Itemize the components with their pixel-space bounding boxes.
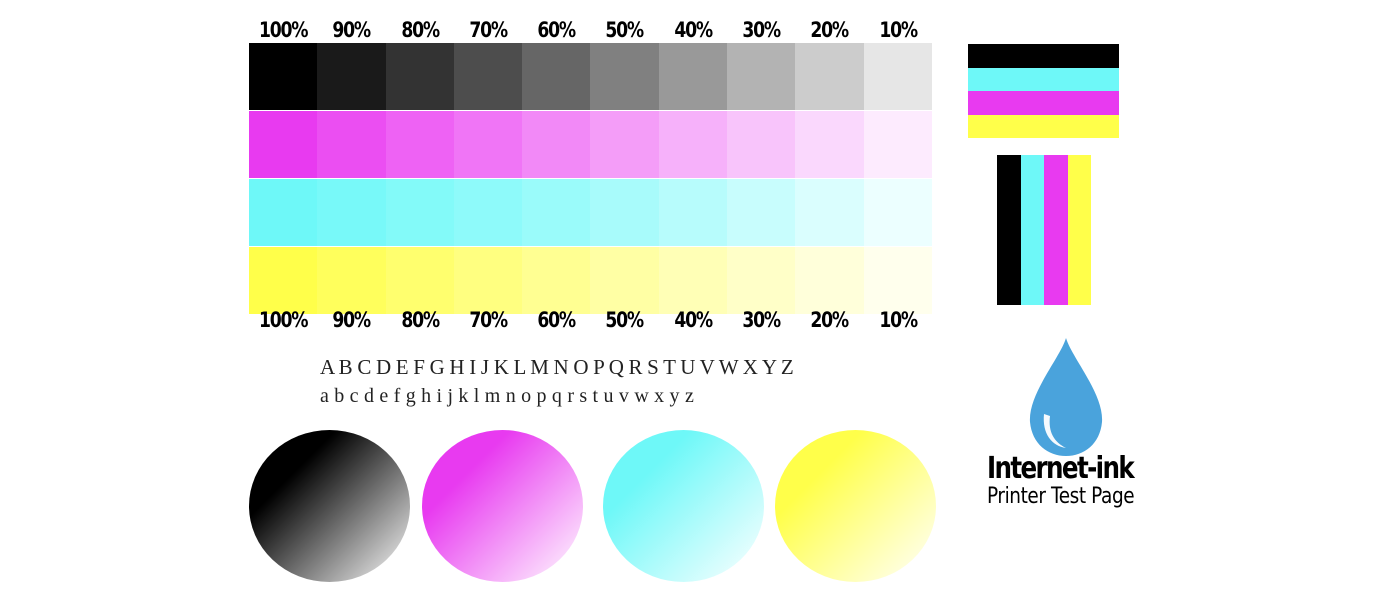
vertical-bar-magenta bbox=[1044, 155, 1068, 305]
yellow-swatch-20% bbox=[795, 247, 864, 314]
black-swatch-20% bbox=[795, 43, 864, 110]
percent-label: 100% bbox=[259, 308, 309, 332]
color-swatch-grid bbox=[249, 43, 932, 314]
magenta-swatch-90% bbox=[317, 111, 386, 178]
black-swatch-80% bbox=[385, 43, 454, 110]
magenta-strip bbox=[249, 111, 932, 178]
percent-label: 90% bbox=[332, 308, 372, 332]
horizontal-bar-magenta bbox=[968, 91, 1119, 115]
black-swatch-30% bbox=[727, 43, 796, 110]
magenta-swatch-60% bbox=[522, 111, 591, 178]
magenta-swatch-30% bbox=[727, 111, 796, 178]
vertical-color-bars bbox=[997, 155, 1091, 305]
percent-label: 60% bbox=[537, 18, 577, 42]
magenta-swatch-50% bbox=[590, 111, 659, 178]
percent-label: 80% bbox=[400, 18, 440, 42]
yellow-swatch-100% bbox=[249, 247, 318, 314]
magenta-gradient-circle bbox=[422, 430, 583, 582]
vertical-bar-cyan bbox=[1020, 155, 1044, 305]
percent-labels-top: 100% 90% 80% 70% 60% 50% 40% 30% 20% 10% bbox=[249, 18, 932, 46]
percent-label: 30% bbox=[742, 18, 781, 42]
magenta-swatch-70% bbox=[453, 111, 523, 178]
water-drop-icon bbox=[1029, 338, 1103, 456]
percent-label: 80% bbox=[400, 308, 440, 332]
cyan-swatch-70% bbox=[453, 179, 523, 246]
percent-label: 10% bbox=[879, 308, 918, 332]
yellow-swatch-50% bbox=[590, 247, 659, 314]
vertical-bar-yellow bbox=[1067, 155, 1091, 305]
vertical-bar-black bbox=[997, 155, 1021, 305]
brand-subtitle: Printer Test Page bbox=[987, 484, 1135, 509]
cyan-swatch-30% bbox=[727, 179, 796, 246]
brand-name: Internet-ink bbox=[987, 451, 1135, 486]
yellow-swatch-10% bbox=[863, 247, 932, 314]
percent-label: 50% bbox=[605, 308, 645, 332]
yellow-swatch-40% bbox=[658, 247, 728, 314]
percent-label: 90% bbox=[332, 18, 372, 42]
black-strip bbox=[249, 43, 932, 110]
percent-label: 20% bbox=[810, 18, 850, 42]
yellow-swatch-70% bbox=[453, 247, 523, 314]
black-swatch-70% bbox=[453, 43, 523, 110]
cyan-swatch-60% bbox=[522, 179, 591, 246]
cyan-swatch-20% bbox=[795, 179, 864, 246]
horizontal-bar-black bbox=[968, 44, 1119, 68]
cyan-gradient-circle bbox=[603, 430, 764, 582]
black-swatch-100% bbox=[249, 43, 318, 110]
black-swatch-40% bbox=[658, 43, 728, 110]
percent-label: 60% bbox=[537, 308, 577, 332]
lowercase-alphabet: a b c d e f g h i j k l m n o p q r s t … bbox=[320, 385, 695, 407]
percent-labels-bottom: 100% 90% 80% 70% 60% 50% 40% 30% 20% 10% bbox=[249, 308, 932, 336]
uppercase-alphabet: A B C D E F G H I J K L M N O P Q R S T … bbox=[320, 355, 794, 379]
magenta-swatch-100% bbox=[249, 111, 318, 178]
cyan-swatch-90% bbox=[317, 179, 386, 246]
cyan-swatch-80% bbox=[385, 179, 454, 246]
magenta-swatch-80% bbox=[385, 111, 454, 178]
horizontal-bar-cyan bbox=[968, 67, 1119, 91]
yellow-swatch-90% bbox=[317, 247, 386, 314]
magenta-swatch-10% bbox=[863, 111, 932, 178]
cyan-strip bbox=[249, 179, 932, 246]
yellow-gradient-circle bbox=[775, 430, 936, 582]
yellow-strip bbox=[249, 247, 932, 314]
percent-label: 40% bbox=[674, 18, 713, 42]
percent-label: 50% bbox=[605, 18, 645, 42]
percent-label: 20% bbox=[810, 308, 850, 332]
yellow-swatch-80% bbox=[385, 247, 454, 314]
magenta-swatch-20% bbox=[795, 111, 864, 178]
percent-label: 100% bbox=[259, 18, 309, 42]
black-swatch-50% bbox=[590, 43, 659, 110]
percent-label: 70% bbox=[469, 18, 508, 42]
black-swatch-10% bbox=[863, 43, 932, 110]
cyan-swatch-10% bbox=[863, 179, 932, 246]
percent-label: 70% bbox=[469, 308, 508, 332]
magenta-swatch-40% bbox=[658, 111, 728, 178]
yellow-swatch-30% bbox=[727, 247, 796, 314]
horizontal-bar-yellow bbox=[968, 114, 1119, 138]
cyan-swatch-100% bbox=[249, 179, 318, 246]
percent-label: 30% bbox=[742, 308, 781, 332]
black-swatch-60% bbox=[522, 43, 591, 110]
percent-label: 10% bbox=[879, 18, 918, 42]
yellow-swatch-60% bbox=[522, 247, 591, 314]
cyan-swatch-40% bbox=[658, 179, 728, 246]
black-gradient-circle bbox=[249, 430, 410, 582]
cyan-swatch-50% bbox=[590, 179, 659, 246]
black-swatch-90% bbox=[317, 43, 386, 110]
horizontal-color-bars bbox=[968, 44, 1119, 138]
percent-label: 40% bbox=[674, 308, 713, 332]
